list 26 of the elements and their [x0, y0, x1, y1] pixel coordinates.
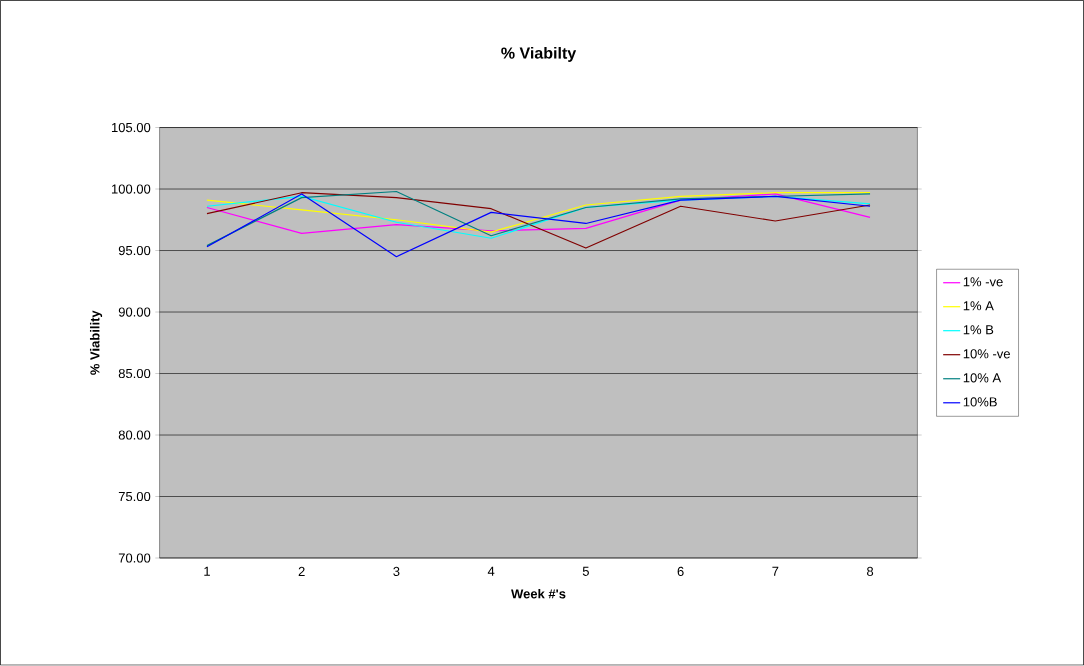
x-tick-label: 3 — [393, 567, 400, 577]
chart-title: % Viabilty — [501, 47, 577, 63]
x-tick-label: 5 — [582, 567, 589, 577]
y-tick-label: 105.00 — [111, 123, 151, 133]
x-tick-label: 1 — [204, 567, 210, 576]
x-axis-title: Week #'s — [511, 589, 566, 599]
legend-label: 10% A — [963, 373, 1002, 383]
legend-label: 1% B — [963, 325, 994, 335]
y-tick-label: 80.00 — [118, 430, 151, 440]
x-tick-label: 7 — [772, 567, 779, 576]
y-tick-label: 100.00 — [111, 184, 151, 194]
y-tick-label: 70.00 — [118, 553, 151, 563]
y-axis-title: % Viability — [89, 310, 103, 376]
legend-label: 10%B — [963, 397, 997, 407]
y-tick-label: 95.00 — [118, 246, 151, 256]
legend-label: 10% -ve — [963, 349, 1010, 359]
x-tick-label: 2 — [298, 567, 305, 577]
x-tick-label: 6 — [677, 567, 684, 577]
x-tick-label: 4 — [487, 567, 495, 576]
y-tick-label: 90.00 — [118, 307, 151, 317]
x-tick-label: 8 — [867, 567, 874, 577]
legend-label: 1% -ve — [963, 277, 1003, 287]
y-tick-label: 75.00 — [118, 492, 151, 502]
y-tick-label: 85.00 — [118, 369, 151, 379]
line-series — [206, 193, 871, 258]
legend-label: 1% A — [963, 301, 994, 311]
